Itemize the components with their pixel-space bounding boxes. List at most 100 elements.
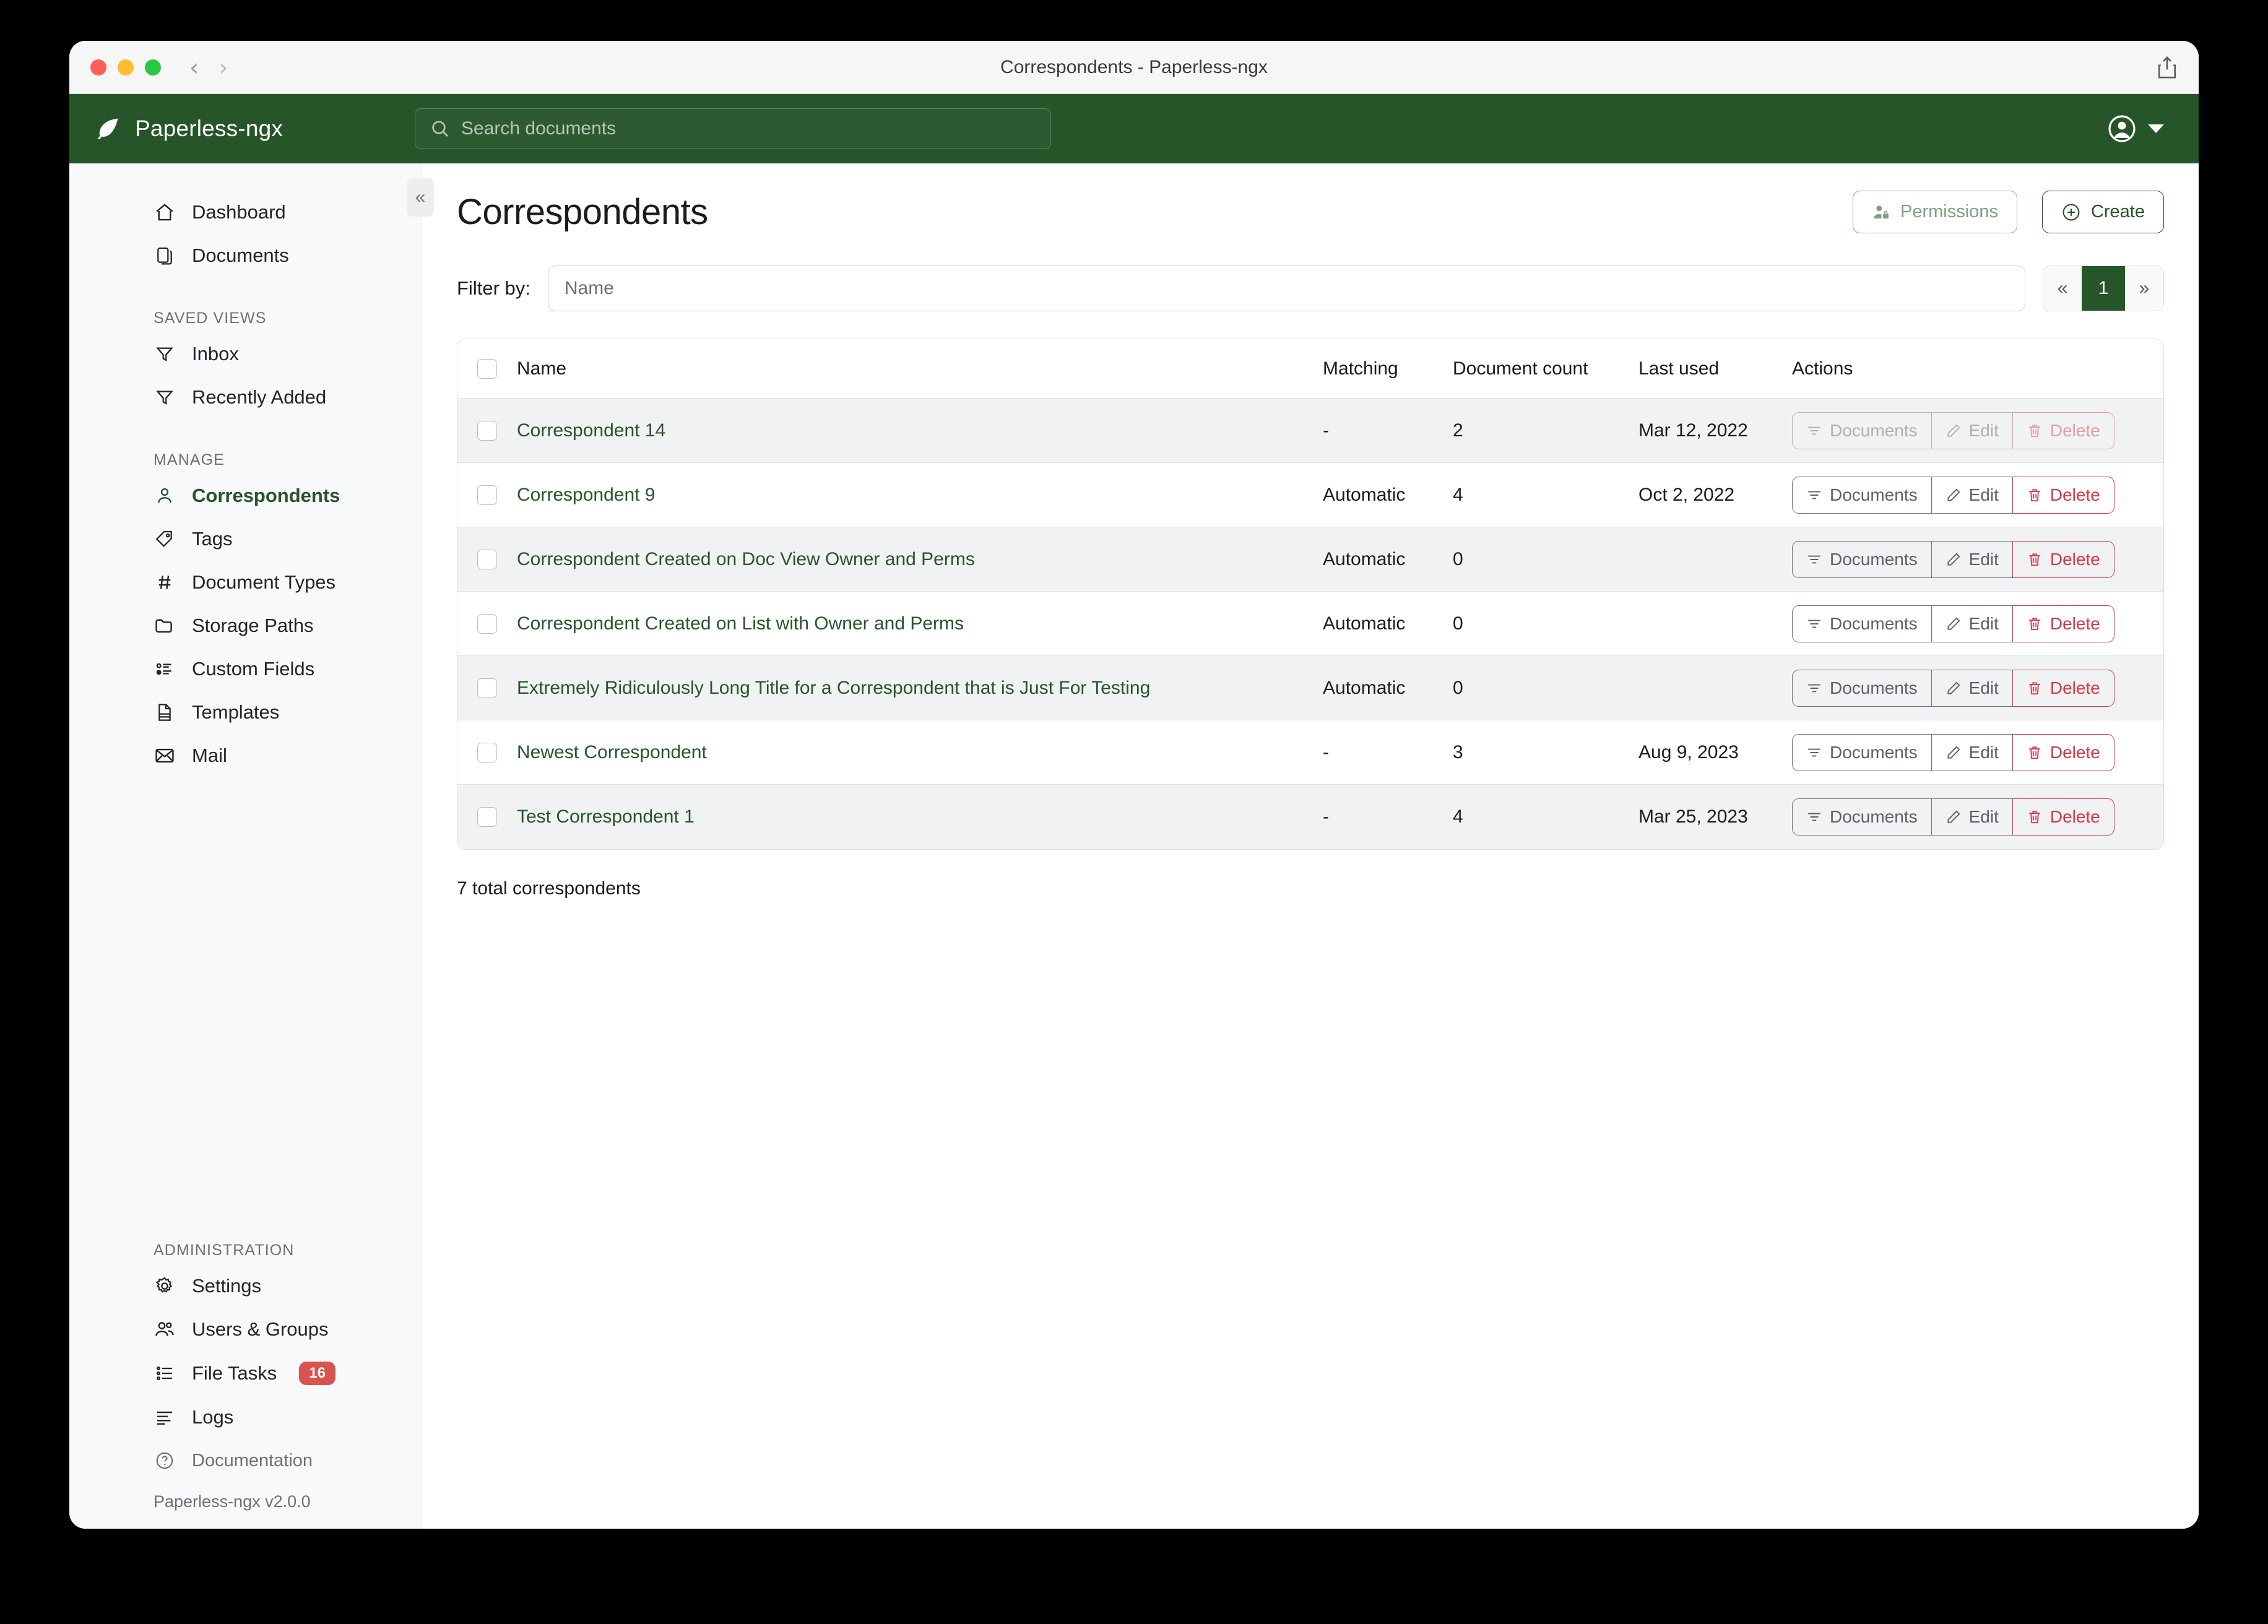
- row-documents-button[interactable]: Documents: [1792, 798, 1932, 836]
- row-checkbox[interactable]: [477, 549, 497, 569]
- permissions-button[interactable]: Permissions: [1853, 191, 2017, 233]
- table-row[interactable]: Correspondent 9 Automatic 4 Oct 2, 2022 Docu…: [457, 463, 2163, 527]
- share-icon[interactable]: [2157, 56, 2178, 79]
- sidebar-item-users-groups[interactable]: Users & Groups: [69, 1308, 422, 1351]
- row-edit-button[interactable]: Edit: [1931, 476, 2012, 514]
- table-row[interactable]: Correspondent 14 - 2 Mar 12, 2022 Documents E…: [457, 399, 2163, 463]
- sidebar-item-document-types[interactable]: Document Types: [69, 561, 422, 604]
- filter-row: Filter by: Name « 1 »: [457, 266, 2164, 311]
- sidebar-item-recently-added[interactable]: Recently Added: [69, 376, 422, 419]
- sidebar-item-dashboard[interactable]: Dashboard: [69, 191, 422, 234]
- row-checkbox[interactable]: [477, 678, 497, 698]
- sidebar-item-logs[interactable]: Logs: [69, 1396, 422, 1439]
- correspondent-link[interactable]: Test Correspondent 1: [517, 806, 695, 827]
- select-all-cell[interactable]: [457, 358, 517, 379]
- row-select-cell[interactable]: [457, 678, 517, 698]
- row-edit-button[interactable]: Edit: [1931, 412, 2012, 449]
- sidebar-item-inbox[interactable]: Inbox: [69, 332, 422, 376]
- row-checkbox[interactable]: [477, 420, 497, 441]
- row-checkbox[interactable]: [477, 485, 497, 505]
- minimize-window-button[interactable]: [118, 59, 134, 76]
- row-delete-button[interactable]: Delete: [2012, 476, 2114, 514]
- row-edit-button[interactable]: Edit: [1931, 540, 2012, 578]
- row-delete-button[interactable]: Delete: [2012, 412, 2114, 449]
- sidebar-item-tags[interactable]: Tags: [69, 517, 422, 561]
- correspondent-link[interactable]: Correspondent Created on List with Owner…: [517, 613, 964, 634]
- row-select-cell[interactable]: [457, 420, 517, 441]
- pagination-prev-button[interactable]: «: [2043, 266, 2082, 311]
- column-header-document-count[interactable]: Document count: [1453, 358, 1588, 379]
- sidebar-item-label: Tags: [192, 528, 233, 550]
- brand[interactable]: Paperless-ngx: [94, 115, 415, 142]
- row-documents-button[interactable]: Documents: [1792, 412, 1932, 449]
- row-delete-button[interactable]: Delete: [2012, 669, 2114, 707]
- row-delete-button[interactable]: Delete: [2012, 733, 2114, 771]
- close-window-button[interactable]: [90, 59, 106, 76]
- maximize-window-button[interactable]: [145, 59, 161, 76]
- correspondent-link[interactable]: Newest Correspondent: [517, 741, 707, 762]
- sidebar-item-custom-fields[interactable]: Custom Fields: [69, 647, 422, 691]
- filter-input[interactable]: Name: [547, 266, 2025, 311]
- forward-icon[interactable]: ›: [219, 53, 228, 81]
- row-documents-label: Documents: [1830, 678, 1918, 698]
- sidebar-item-mail[interactable]: Mail: [69, 734, 422, 777]
- row-documents-button[interactable]: Documents: [1792, 669, 1932, 707]
- table-row[interactable]: Test Correspondent 1 - 4 Mar 25, 2023 Docume…: [457, 785, 2163, 849]
- row-edit-button[interactable]: Edit: [1931, 605, 2012, 642]
- table-row[interactable]: Correspondent Created on List with Owner…: [457, 592, 2163, 656]
- sidebar-item-file-tasks[interactable]: File Tasks 16: [69, 1351, 422, 1396]
- pagination[interactable]: « 1 »: [2043, 266, 2164, 311]
- back-icon[interactable]: ‹: [189, 53, 199, 81]
- row-checkbox[interactable]: [477, 613, 497, 634]
- row-documents-button[interactable]: Documents: [1792, 476, 1932, 514]
- search-input[interactable]: Search documents: [415, 108, 1051, 149]
- table-row[interactable]: Correspondent Created on Doc View Owner …: [457, 527, 2163, 592]
- row-select-cell[interactable]: [457, 742, 517, 762]
- browser-navigation[interactable]: ‹ ›: [189, 56, 228, 79]
- row-documents-button[interactable]: Documents: [1792, 540, 1932, 578]
- row-delete-label: Delete: [2049, 678, 2100, 698]
- row-checkbox[interactable]: [477, 807, 497, 827]
- row-checkbox[interactable]: [477, 742, 497, 762]
- row-edit-button[interactable]: Edit: [1931, 733, 2012, 771]
- row-delete-button[interactable]: Delete: [2012, 540, 2114, 578]
- trash-icon: [2027, 745, 2043, 761]
- window-controls[interactable]: [90, 59, 161, 76]
- pagination-page-1[interactable]: 1: [2082, 266, 2125, 311]
- sidebar-item-templates[interactable]: Templates: [69, 691, 422, 734]
- pagination-next-button[interactable]: »: [2125, 266, 2163, 311]
- sidebar-item-documentation[interactable]: Documentation: [69, 1439, 422, 1482]
- column-header-name[interactable]: Name: [517, 358, 567, 379]
- row-documents-button[interactable]: Documents: [1792, 605, 1932, 642]
- row-edit-button[interactable]: Edit: [1931, 798, 2012, 836]
- row-documents-button[interactable]: Documents: [1792, 733, 1932, 771]
- row-action-group: Documents Edit Delete: [1792, 733, 2114, 771]
- column-header-matching[interactable]: Matching: [1323, 358, 1398, 379]
- row-document-count-cell: 4: [1453, 484, 1463, 505]
- create-button[interactable]: Create: [2041, 191, 2164, 233]
- sidebar-collapse-button[interactable]: «: [407, 178, 434, 217]
- row-select-cell[interactable]: [457, 613, 517, 634]
- row-delete-button[interactable]: Delete: [2012, 798, 2114, 836]
- user-menu-button[interactable]: [2107, 114, 2174, 144]
- select-all-checkbox[interactable]: [477, 358, 497, 379]
- row-edit-button[interactable]: Edit: [1931, 669, 2012, 707]
- correspondent-link[interactable]: Correspondent 9: [517, 484, 656, 505]
- correspondent-link[interactable]: Extremely Ridiculously Long Title for a …: [517, 677, 1151, 698]
- row-select-cell[interactable]: [457, 485, 517, 505]
- folder-icon: [154, 615, 176, 637]
- row-select-cell[interactable]: [457, 807, 517, 827]
- correspondent-link[interactable]: Correspondent 14: [517, 420, 666, 441]
- sidebar-item-settings[interactable]: Settings: [69, 1264, 422, 1308]
- table-row[interactable]: Newest Correspondent - 3 Aug 9, 2023 Documen…: [457, 720, 2163, 785]
- person-circle-icon: [2107, 114, 2137, 144]
- row-document-count-cell: 3: [1453, 741, 1463, 762]
- sidebar-item-documents[interactable]: Documents: [69, 234, 422, 277]
- sidebar-item-correspondents[interactable]: Correspondents: [69, 474, 422, 517]
- correspondent-link[interactable]: Correspondent Created on Doc View Owner …: [517, 548, 975, 569]
- sidebar-item-storage-paths[interactable]: Storage Paths: [69, 604, 422, 647]
- row-delete-button[interactable]: Delete: [2012, 605, 2114, 642]
- table-row[interactable]: Extremely Ridiculously Long Title for a …: [457, 656, 2163, 720]
- column-header-last-used[interactable]: Last used: [1638, 358, 1720, 379]
- row-select-cell[interactable]: [457, 549, 517, 569]
